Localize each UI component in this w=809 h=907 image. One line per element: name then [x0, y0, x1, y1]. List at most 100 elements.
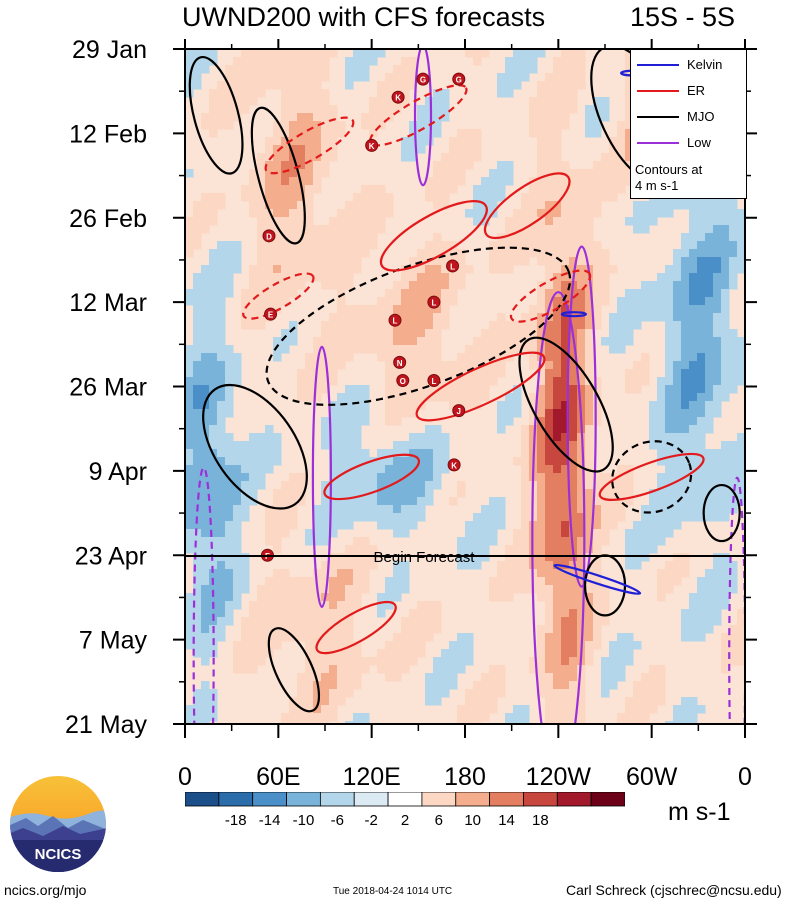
- anomaly-cell: [601, 161, 610, 170]
- anomaly-cell: [201, 537, 210, 546]
- anomaly-cell: [657, 297, 666, 306]
- anomaly-cell: [201, 217, 210, 226]
- anomaly-cell: [529, 97, 538, 106]
- anomaly-cell: [649, 425, 658, 434]
- anomaly-cell: [673, 457, 682, 466]
- anomaly-cell: [545, 209, 554, 218]
- anomaly-cell: [241, 321, 250, 330]
- anomaly-cell: [353, 585, 362, 594]
- anomaly-cell: [345, 417, 354, 426]
- anomaly-cell: [185, 225, 194, 234]
- anomaly-cell: [201, 225, 210, 234]
- anomaly-cell: [657, 481, 666, 490]
- anomaly-cell: [585, 345, 594, 354]
- anomaly-cell: [273, 153, 282, 162]
- anomaly-cell: [417, 313, 426, 322]
- legend-label: MJO: [687, 109, 715, 124]
- anomaly-cell: [593, 497, 602, 506]
- anomaly-cell: [329, 633, 338, 642]
- anomaly-cell: [321, 137, 330, 146]
- anomaly-cell: [409, 337, 418, 346]
- anomaly-cell: [225, 577, 234, 586]
- anomaly-cell: [313, 609, 322, 618]
- anomaly-cell: [321, 665, 330, 674]
- anomaly-cell: [617, 473, 626, 482]
- anomaly-cell: [385, 489, 394, 498]
- anomaly-cell: [465, 713, 474, 722]
- anomaly-cell: [585, 409, 594, 418]
- anomaly-cell: [217, 289, 226, 298]
- anomaly-cell: [449, 401, 458, 410]
- anomaly-cell: [553, 513, 562, 522]
- anomaly-cell: [265, 289, 274, 298]
- anomaly-cell: [561, 65, 570, 74]
- anomaly-cell: [225, 505, 234, 514]
- anomaly-cell: [361, 537, 370, 546]
- anomaly-cell: [201, 369, 210, 378]
- anomaly-cell: [321, 705, 330, 714]
- anomaly-cell: [649, 201, 658, 210]
- anomaly-cell: [281, 201, 290, 210]
- anomaly-cell: [433, 441, 442, 450]
- anomaly-cell: [353, 401, 362, 410]
- anomaly-cell: [481, 537, 490, 546]
- anomaly-cell: [649, 433, 658, 442]
- anomaly-cell: [713, 489, 722, 498]
- anomaly-cell: [217, 337, 226, 346]
- anomaly-cell: [553, 225, 562, 234]
- anomaly-cell: [313, 521, 322, 530]
- anomaly-cell: [681, 401, 690, 410]
- anomaly-cell: [401, 345, 410, 354]
- anomaly-cell: [305, 697, 314, 706]
- anomaly-cell: [473, 513, 482, 522]
- anomaly-cell: [425, 105, 434, 114]
- anomaly-cell: [401, 569, 410, 578]
- anomaly-cell: [561, 121, 570, 130]
- anomaly-cell: [705, 585, 714, 594]
- anomaly-cell: [201, 457, 210, 466]
- anomaly-cell: [553, 281, 562, 290]
- anomaly-cell: [689, 281, 698, 290]
- anomaly-cell: [225, 553, 234, 562]
- anomaly-cell: [305, 649, 314, 658]
- anomaly-cell: [337, 577, 346, 586]
- anomaly-cell: [185, 641, 194, 650]
- anomaly-cell: [705, 609, 714, 618]
- anomaly-cell: [265, 65, 274, 74]
- anomaly-cell: [201, 441, 210, 450]
- anomaly-cell: [681, 433, 690, 442]
- anomaly-cell: [289, 577, 298, 586]
- anomaly-cell: [457, 633, 466, 642]
- anomaly-cell: [353, 721, 362, 724]
- anomaly-cell: [257, 609, 266, 618]
- anomaly-cell: [329, 641, 338, 650]
- anomaly-cell: [233, 641, 242, 650]
- anomaly-cell: [377, 81, 386, 90]
- anomaly-cell: [593, 561, 602, 570]
- anomaly-cell: [529, 201, 538, 210]
- anomaly-cell: [273, 273, 282, 282]
- er-contour: [509, 269, 592, 323]
- anomaly-cell: [297, 89, 306, 98]
- anomaly-cell: [465, 633, 474, 642]
- anomaly-cell: [641, 537, 650, 546]
- anomaly-cell: [577, 489, 586, 498]
- anomaly-cell: [481, 377, 490, 386]
- anomaly-cell: [521, 705, 530, 714]
- colorbar-tick-label: 14: [498, 812, 515, 829]
- anomaly-cell: [673, 281, 682, 290]
- anomaly-cell: [473, 57, 482, 66]
- anomaly-cell: [609, 673, 618, 682]
- anomaly-cell: [361, 585, 370, 594]
- anomaly-cell: [513, 209, 522, 218]
- anomaly-cell: [289, 705, 298, 714]
- anomaly-cell: [369, 545, 378, 554]
- anomaly-cell: [465, 209, 474, 218]
- anomaly-cell: [561, 73, 570, 82]
- anomaly-cell: [545, 417, 554, 426]
- anomaly-cell: [513, 545, 522, 554]
- anomaly-cell: [537, 665, 546, 674]
- anomaly-cell: [289, 121, 298, 130]
- anomaly-cell: [417, 329, 426, 338]
- anomaly-cell: [585, 633, 594, 642]
